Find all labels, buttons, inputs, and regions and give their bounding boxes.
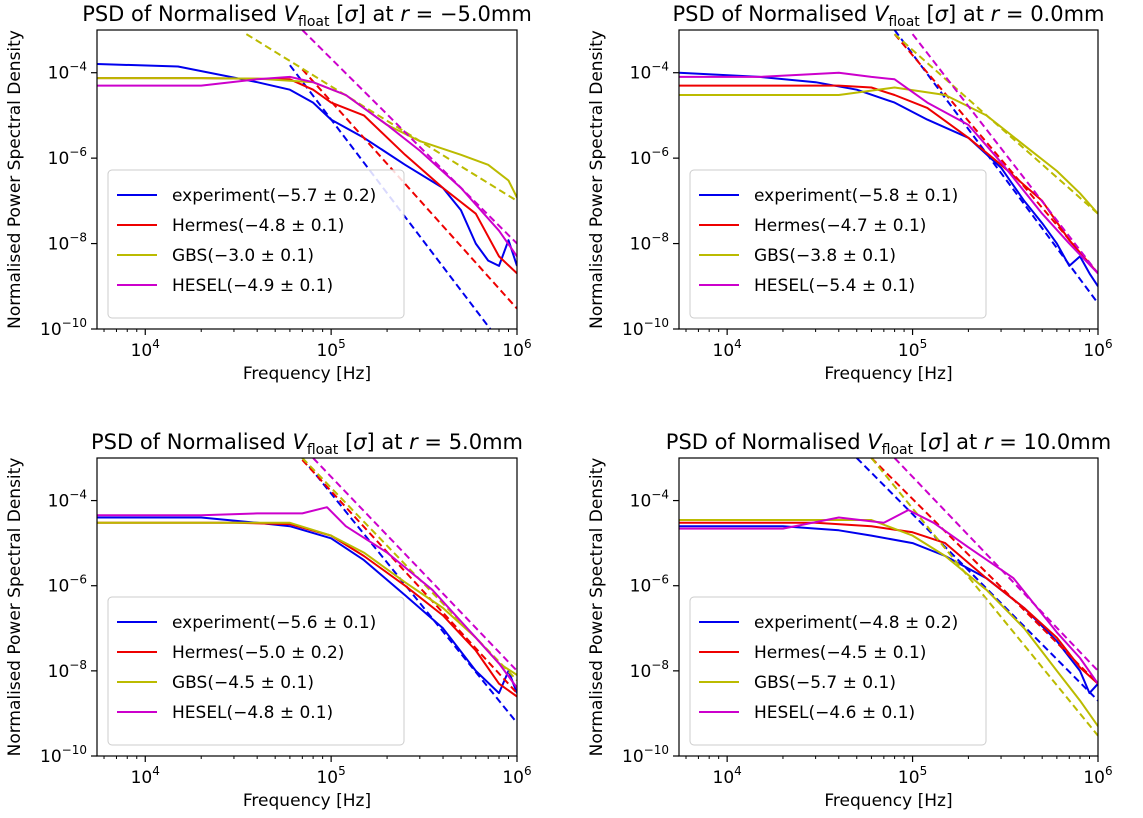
x-axis-label: Frequency [Hz] — [243, 364, 371, 384]
axes-frame — [96, 29, 518, 330]
y-axis-label: Normalised Power Spectral Density — [587, 458, 607, 757]
x-axis-label: Frequency [Hz] — [824, 791, 952, 811]
legend-label-2: Hermes(−4.5 ± 0.1) — [754, 643, 926, 663]
y-axis-label: Normalised Power Spectral Density — [5, 30, 25, 329]
x-tick-label: 104 — [713, 337, 742, 361]
y-tick-label: 10−4 — [48, 60, 87, 84]
fit-line-3 — [245, 33, 517, 202]
chart-panel-2: 104 105 106 10−10 10−8 10−6 10−4 PSD of Normali… — [587, 2, 1113, 384]
chart-panel-3: 104 105 106 10−10 10−8 10−6 10−4 PSD of Normali… — [5, 430, 532, 811]
series-line-2 — [679, 84, 1098, 275]
legend-box — [107, 596, 405, 746]
plot-area — [97, 458, 517, 724]
y-axis-label: Normalised Power Spectral Density — [5, 458, 25, 757]
y-tick-label: 10−4 — [48, 488, 87, 512]
chart-panel-1: 104 105 106 10−10 10−8 10−6 10−4 PSD of Normali… — [5, 2, 532, 384]
legend-box — [107, 169, 405, 319]
chart-title: PSD of Normalised Vfloat [σ] at r = 5.0m… — [91, 430, 523, 458]
series-line-3 — [679, 86, 1098, 215]
series-line-4 — [97, 75, 517, 257]
y-tick-label: 10−8 — [48, 658, 87, 682]
fit-line-4 — [301, 30, 517, 245]
fit-line-3 — [893, 33, 1098, 215]
legend-label-1: experiment(−5.6 ± 0.1) — [172, 613, 376, 633]
y-tick-label: 10−10 — [40, 316, 87, 340]
y-tick-label: 10−6 — [630, 573, 669, 597]
series-line-2 — [679, 521, 1098, 685]
chart-title: PSD of Normalised Vfloat [σ] at r = 10.0… — [666, 430, 1111, 458]
legend-label-1: experiment(−5.7 ± 0.2) — [172, 186, 376, 206]
axes-frame — [678, 29, 1099, 330]
fit-line-4 — [893, 458, 1098, 672]
legend-label-4: HESEL(−4.6 ± 0.1) — [754, 703, 915, 723]
legend-label-4: HESEL(−4.8 ± 0.1) — [172, 703, 333, 723]
fit-line-4 — [911, 33, 1098, 275]
x-tick-label: 104 — [713, 764, 742, 788]
fit-line-3 — [870, 458, 1098, 737]
series-line-1 — [97, 63, 517, 267]
legend-label-2: Hermes(−4.7 ± 0.1) — [754, 216, 926, 236]
chart-title: PSD of Normalised Vfloat [σ] at r = 0.0m… — [672, 2, 1104, 30]
legend-label-2: Hermes(−4.8 ± 0.1) — [172, 216, 344, 236]
y-tick-label: 10−10 — [622, 743, 669, 767]
y-tick-label: 10−10 — [622, 316, 669, 340]
series-line-4 — [679, 509, 1098, 685]
fit-line-1 — [856, 458, 1098, 702]
axes-frame — [678, 457, 1099, 757]
legend: experiment(−5.8 ± 0.1) Hermes(−4.7 ± 0.1)… — [689, 169, 987, 319]
x-tick-label: 105 — [316, 764, 345, 788]
y-tick-label: 10−4 — [630, 60, 669, 84]
x-tick-label: 106 — [502, 337, 531, 361]
chart-title: PSD of Normalised Vfloat [σ] at r = −5.0… — [82, 2, 532, 30]
fit-line-2 — [301, 68, 517, 310]
legend-label-1: experiment(−5.8 ± 0.1) — [754, 186, 958, 206]
x-tick-label: 106 — [1083, 337, 1112, 361]
legend-label-3: GBS(−5.7 ± 0.1) — [754, 673, 896, 693]
legend: experiment(−5.6 ± 0.1) Hermes(−5.0 ± 0.2)… — [107, 596, 405, 746]
x-tick-label: 106 — [502, 764, 531, 788]
fit-line-4 — [312, 458, 517, 672]
y-axis-label: Normalised Power Spectral Density — [587, 30, 607, 329]
x-tick-label: 104 — [131, 337, 160, 361]
y-tick-label: 10−6 — [48, 145, 87, 169]
x-tick-label: 105 — [898, 764, 927, 788]
series-line-4 — [97, 506, 517, 689]
legend-label-3: GBS(−4.5 ± 0.1) — [172, 673, 314, 693]
y-tick-label: 10−8 — [48, 231, 87, 255]
y-tick-label: 10−6 — [48, 573, 87, 597]
x-axis-label: Frequency [Hz] — [824, 364, 952, 384]
legend-box — [689, 596, 987, 746]
fit-line-1 — [893, 30, 1098, 304]
legend-label-1: experiment(−4.8 ± 0.2) — [754, 613, 958, 633]
legend: experiment(−4.8 ± 0.2) Hermes(−4.5 ± 0.1)… — [689, 596, 987, 746]
x-tick-label: 106 — [1083, 764, 1112, 788]
x-tick-label: 105 — [898, 337, 927, 361]
x-axis-label: Frequency [Hz] — [243, 791, 371, 811]
series-line-4 — [679, 71, 1098, 275]
legend-label-3: GBS(−3.8 ± 0.1) — [754, 246, 896, 266]
y-tick-label: 10−10 — [40, 743, 87, 767]
plot-area — [679, 458, 1098, 737]
fit-line-2 — [870, 458, 1098, 685]
plot-area — [679, 30, 1098, 304]
legend-box — [689, 169, 987, 319]
y-tick-label: 10−6 — [630, 145, 669, 169]
y-tick-label: 10−4 — [630, 488, 669, 512]
axes-frame — [96, 457, 518, 757]
chart-panel-4: 104 105 106 10−10 10−8 10−6 10−4 PSD of Normali… — [587, 430, 1113, 811]
x-tick-label: 104 — [131, 764, 160, 788]
y-tick-label: 10−8 — [630, 231, 669, 255]
legend: experiment(−5.7 ± 0.2) Hermes(−4.8 ± 0.1)… — [107, 169, 405, 319]
y-tick-label: 10−8 — [630, 658, 669, 682]
legend-label-4: HESEL(−5.4 ± 0.1) — [754, 276, 915, 296]
legend-label-4: HESEL(−4.9 ± 0.1) — [172, 276, 333, 296]
fit-line-2 — [301, 459, 517, 694]
x-tick-label: 105 — [316, 337, 345, 361]
legend-label-2: Hermes(−5.0 ± 0.2) — [172, 643, 344, 663]
legend-label-3: GBS(−3.0 ± 0.1) — [172, 246, 314, 266]
fit-line-2 — [893, 33, 1098, 275]
